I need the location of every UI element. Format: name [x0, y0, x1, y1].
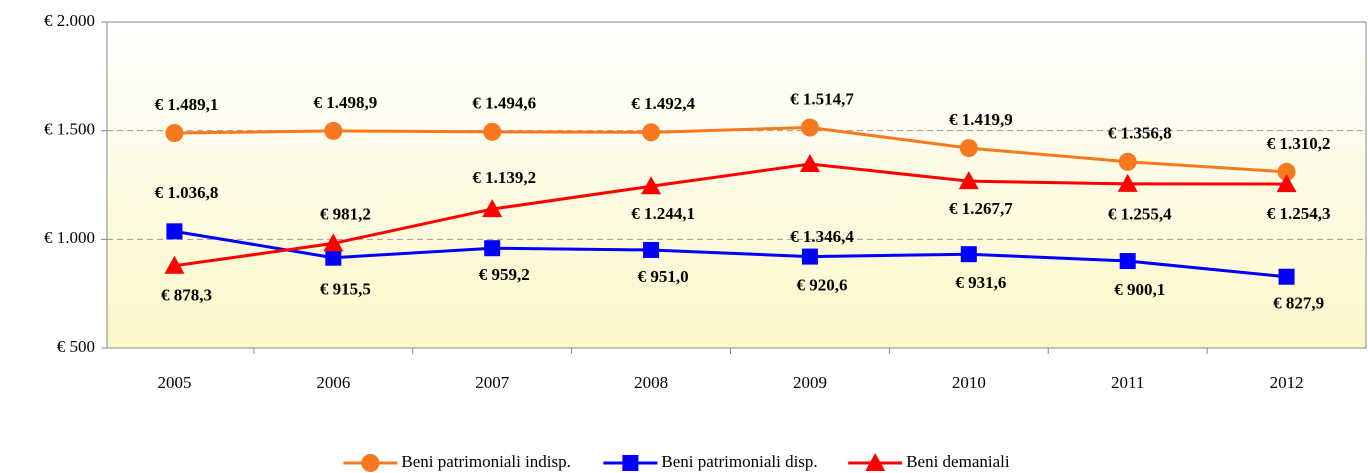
point: [482, 199, 503, 218]
point: [641, 176, 662, 195]
point: [643, 241, 660, 258]
point: [1278, 268, 1295, 285]
y-tick-label: € 500: [57, 337, 95, 356]
point: [1119, 253, 1136, 270]
value-label: € 1.267,7: [949, 199, 1013, 218]
value-label: € 1.036,8: [155, 183, 219, 202]
value-label: € 1.255,4: [1108, 205, 1172, 224]
value-label: € 1.139,2: [472, 168, 536, 187]
x-tick-label: 2007: [475, 373, 510, 392]
value-label: € 981,2: [320, 204, 371, 223]
point: [960, 246, 977, 263]
point: [484, 240, 501, 257]
y-tick-label: € 1.000: [44, 228, 95, 247]
legend-marker: [361, 454, 380, 472]
point: [1276, 174, 1297, 193]
value-label: € 1.356,8: [1108, 124, 1172, 143]
value-label: € 1.244,1: [631, 204, 695, 223]
legend-marker: [622, 455, 639, 471]
x-tick-label: 2010: [952, 373, 986, 392]
point: [1277, 162, 1296, 181]
point: [323, 233, 344, 252]
value-label: € 878,3: [161, 286, 212, 305]
series-line: [174, 229, 1287, 279]
point: [1118, 152, 1137, 171]
series-line: [174, 125, 1287, 174]
y-tick-label: € 2.000: [44, 11, 95, 30]
value-label: € 1.346,4: [790, 227, 854, 246]
value-label: € 915,5: [320, 280, 371, 299]
x-tick-label: 2009: [793, 373, 827, 392]
x-tick-label: 2011: [1111, 373, 1144, 392]
value-label: € 920,6: [796, 275, 847, 294]
point: [165, 124, 184, 143]
point: [801, 248, 818, 265]
x-tick-label: 2012: [1270, 373, 1304, 392]
value-label: € 1.489,1: [155, 95, 219, 114]
x-tick-label: 2005: [157, 373, 191, 392]
point: [800, 118, 819, 137]
value-label: € 1.492,4: [631, 94, 695, 113]
point: [164, 255, 185, 274]
value-label: € 1.310,2: [1267, 134, 1331, 153]
point: [166, 223, 183, 240]
value-label: € 931,6: [955, 273, 1006, 292]
value-label: € 1.498,9: [313, 93, 377, 112]
value-label: € 900,1: [1114, 280, 1165, 299]
value-label: € 1.494,6: [472, 94, 536, 113]
legend-label: Beni patrimoniali disp.: [661, 452, 817, 471]
y-tick-label: € 1.500: [44, 120, 95, 139]
point: [1117, 173, 1138, 192]
point: [959, 139, 978, 158]
point: [958, 171, 979, 190]
value-label: € 1.514,7: [790, 89, 854, 108]
point: [483, 122, 502, 141]
point: [642, 123, 661, 142]
value-label: € 1.419,9: [949, 110, 1013, 129]
legend-label: Beni demaniali: [906, 452, 1010, 471]
value-label: € 951,0: [638, 267, 689, 286]
x-tick-label: 2008: [634, 373, 668, 392]
legend-label: Beni patrimoniali indisp.: [401, 452, 571, 471]
legend-marker: [865, 453, 886, 471]
value-label: € 1.254,3: [1267, 204, 1331, 223]
value-label: € 959,2: [479, 265, 530, 284]
point: [324, 121, 343, 140]
point: [799, 154, 820, 173]
x-tick-label: 2006: [316, 373, 350, 392]
value-label: € 827,9: [1273, 294, 1324, 313]
series-line: [174, 162, 1287, 268]
point: [325, 249, 342, 266]
